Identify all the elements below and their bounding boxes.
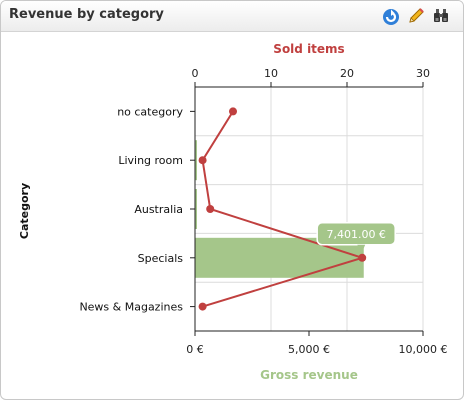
revenue-bar [195, 140, 197, 181]
sold-items-point [358, 253, 367, 262]
sold-items-point [198, 302, 207, 311]
category-label: Specials [138, 252, 184, 265]
y-axis-title: Category [18, 183, 31, 239]
tooltip-box [316, 222, 396, 246]
top-axis-title: Sold items [273, 42, 344, 56]
sold-items-point [229, 107, 237, 116]
tooltip-text: 7,401.00 € [326, 228, 385, 241]
category-label: no category [117, 105, 183, 118]
line-series [198, 107, 367, 311]
chart-area: 0 10 20 30 0 € 5,000 € 10,000 € no category Li… [18, 42, 447, 382]
widget-title: Revenue by category [9, 7, 164, 22]
bottom-axis-title: Gross revenue [260, 368, 358, 382]
widget-header: Revenue by category [1, 1, 463, 32]
sold-items-point [198, 156, 207, 165]
edit-pencil-icon[interactable] [406, 6, 426, 26]
top-tick-label: 10 [264, 67, 278, 80]
revenue-bar [195, 189, 197, 229]
category-label: Living room [118, 154, 183, 167]
bar-series [195, 140, 364, 278]
top-tick-label: 0 [192, 67, 199, 80]
bottom-tick-label: 5,000 € [288, 343, 330, 356]
binoculars-icon[interactable] [431, 6, 451, 26]
value-tooltip: 7,401.00 € [316, 222, 396, 252]
category-labels: no category Living room Australia Specials N… [79, 105, 195, 314]
top-axis-ticks: 0 10 20 30 [192, 67, 430, 87]
top-tick-label: 20 [340, 67, 354, 80]
top-tick-label: 30 [416, 67, 430, 80]
bottom-tick-label: 0 € [186, 343, 204, 356]
sold-items-point [206, 205, 215, 213]
bottom-tick-label: 10,000 € [399, 343, 448, 356]
category-label: News & Magazines [79, 301, 183, 314]
bottom-axis-ticks: 0 € 5,000 € 10,000 € [186, 331, 447, 356]
category-label: Australia [134, 203, 183, 216]
grid-lines [195, 87, 424, 331]
tooltip-pointer [357, 244, 366, 252]
refresh-icon[interactable] [381, 6, 401, 26]
